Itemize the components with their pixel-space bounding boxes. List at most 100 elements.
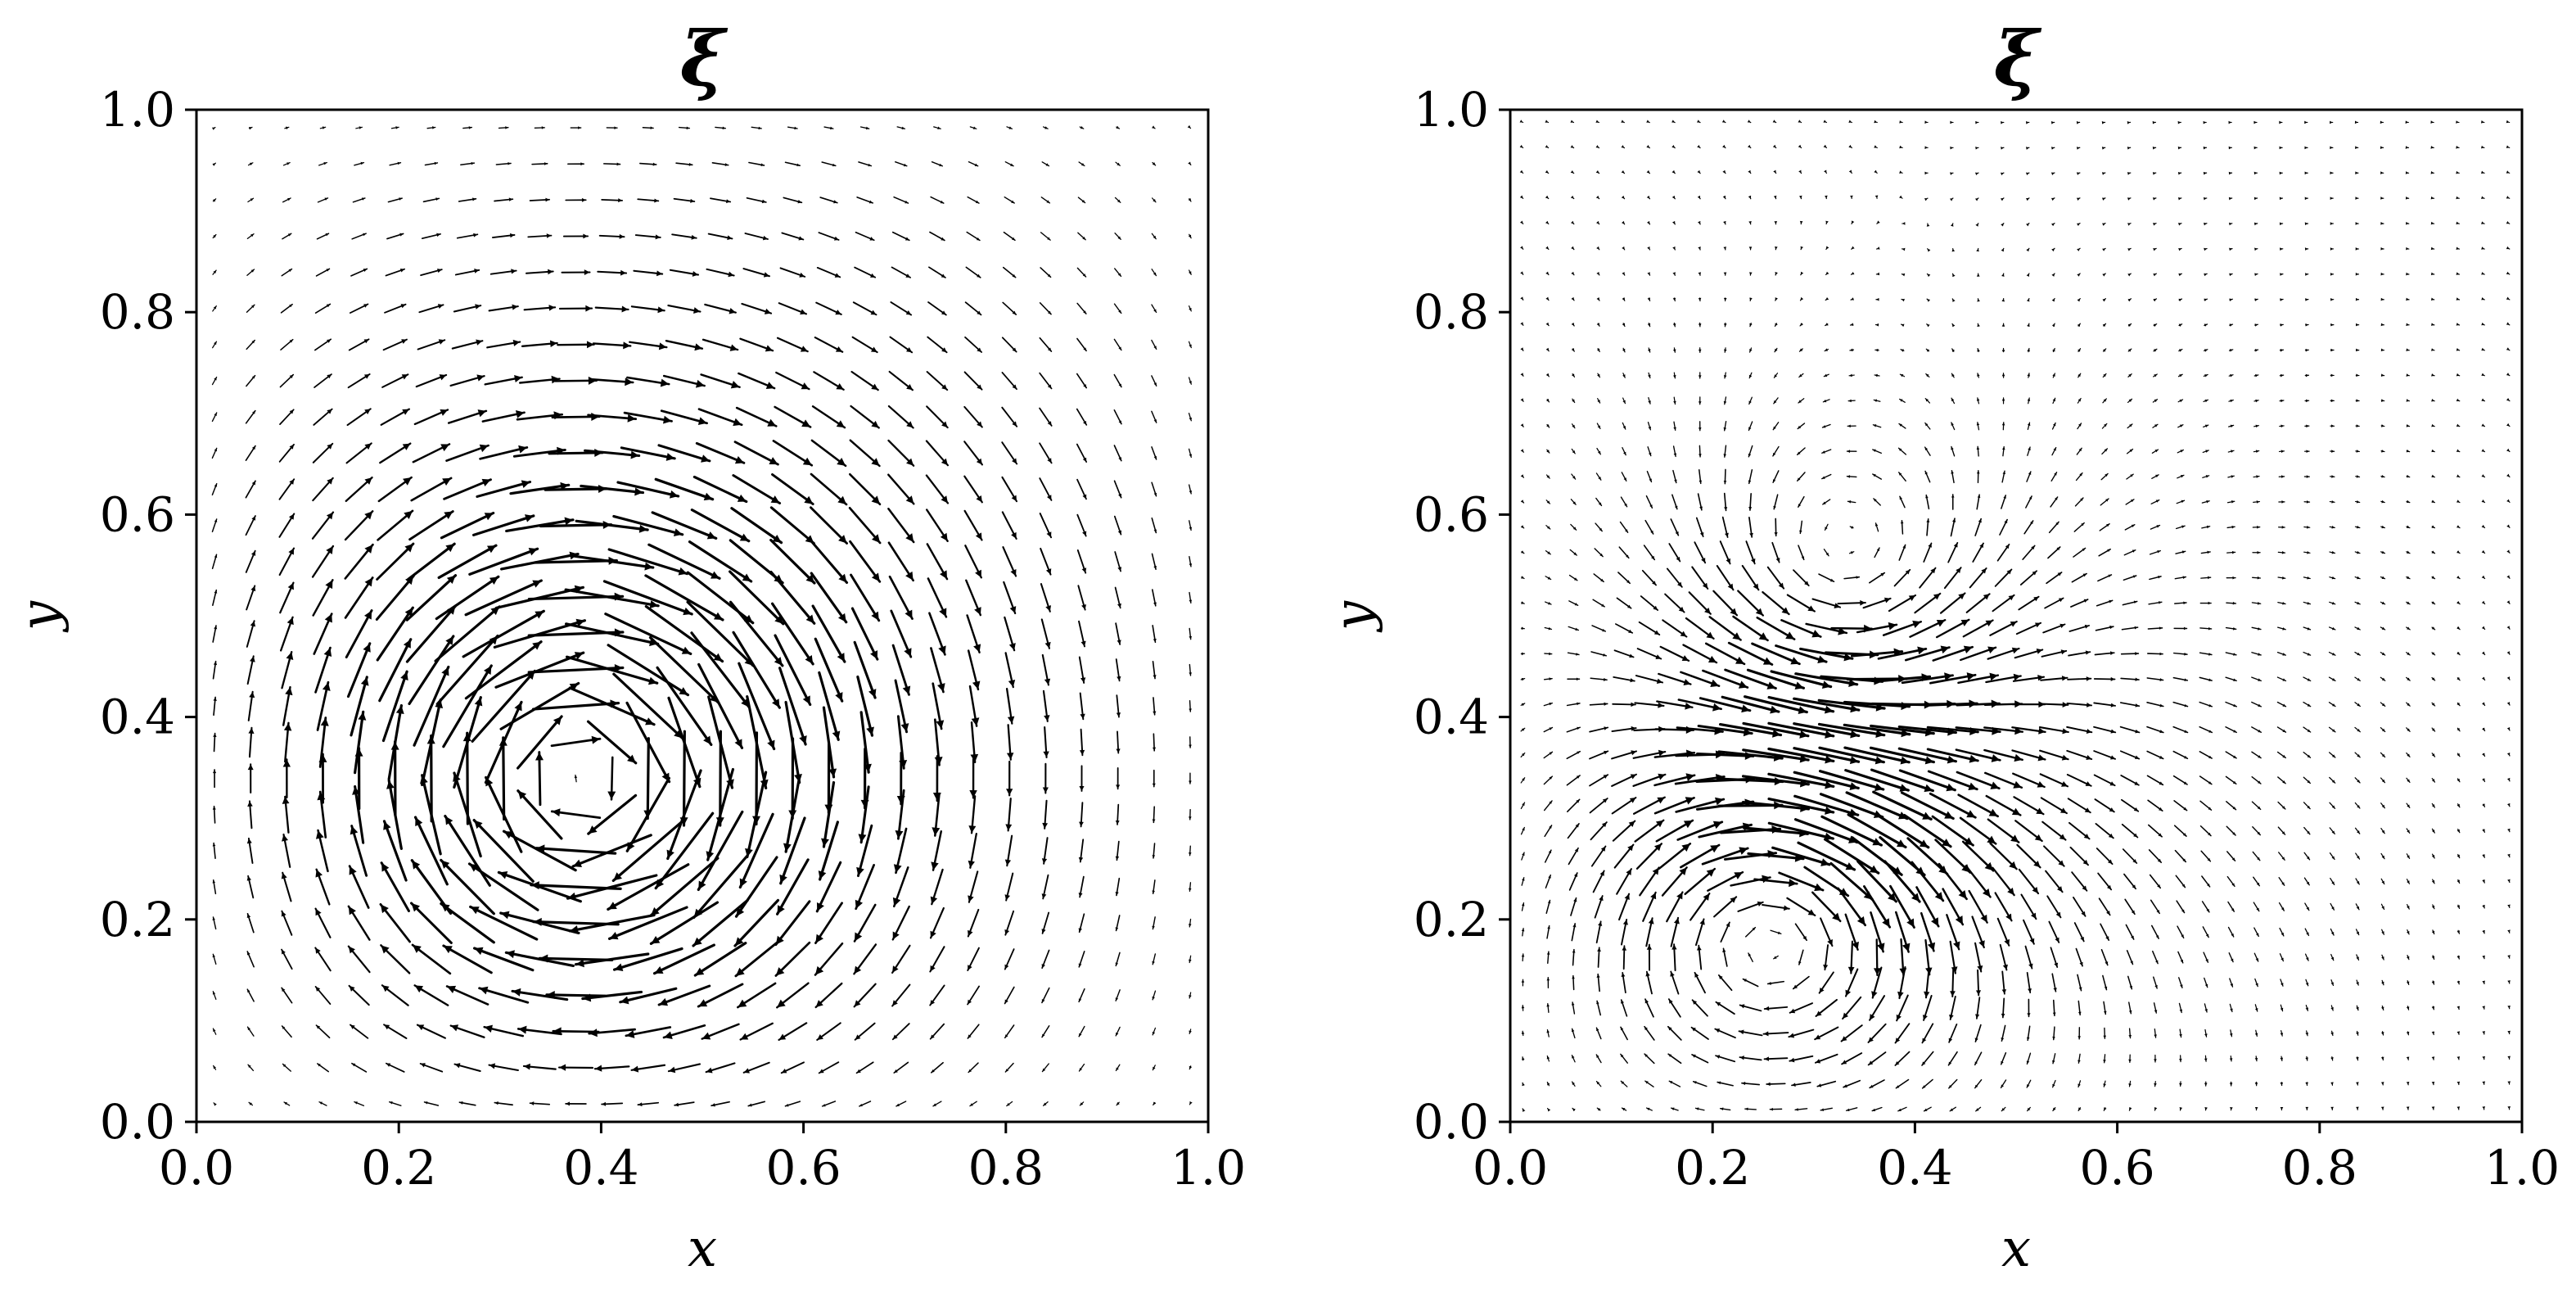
quiver-arrow-head — [1153, 235, 1157, 239]
quiver-arrow-head — [459, 1101, 463, 1105]
quiver-arrow-head — [1898, 448, 1902, 451]
quiver-arrow-head — [1647, 246, 1650, 251]
quiver-arrow — [769, 538, 816, 585]
quiver-arrow-head — [2331, 805, 2335, 809]
quiver-arrow-head — [1748, 507, 1753, 511]
quiver-arrow-head — [1824, 832, 1834, 841]
quiver-arrow-head — [1789, 1057, 1795, 1063]
quiver-arrow-head — [858, 834, 867, 843]
quiver-arrow-head — [319, 1101, 323, 1105]
quiver-arrow-head — [2282, 678, 2286, 681]
quiver-arrow — [467, 862, 539, 911]
quiver-arrow-head — [1520, 550, 1524, 554]
quiver-arrow-head — [2380, 1056, 2384, 1060]
quiver-arrow-head — [2001, 223, 2004, 227]
quiver-arrow-head — [931, 861, 939, 870]
quiver-arrow-head — [2481, 524, 2485, 528]
quiver-arrow-head — [1545, 296, 1550, 301]
quiver-arrow-head — [1602, 628, 1606, 632]
quiver-arrow-head — [1571, 348, 1575, 352]
quiver-arrow-head — [2159, 601, 2162, 604]
quiver-arrow-head — [1650, 892, 1657, 900]
quiver-arrow-head — [508, 197, 513, 201]
quiver-arrow-head — [1874, 399, 1878, 403]
quiver-arrow-head — [326, 269, 330, 272]
quiver-arrow-head — [2330, 982, 2334, 986]
quiver-arrow-head — [2181, 525, 2186, 529]
quiver-arrow-head — [412, 860, 421, 870]
quiver-arrow-head — [1817, 655, 1827, 663]
quiver-arrow-head — [2332, 678, 2336, 681]
quiver-arrow-head — [1977, 495, 1981, 498]
quiver-arrow-head — [977, 310, 981, 315]
quiver-arrow-head — [2356, 348, 2359, 352]
quiver-arrow-head — [2307, 678, 2311, 681]
quiver-arrow — [1900, 791, 1955, 821]
quiver-arrow-head — [2254, 373, 2258, 377]
quiver-arrow-head — [1874, 170, 1878, 174]
quiver-arrow-head — [1764, 1006, 1770, 1011]
quiver-arrow-head — [1723, 323, 1727, 327]
quiver-arrow-head — [1798, 425, 1802, 429]
quiver-arrow-head — [1004, 964, 1009, 970]
quiver-arrow-head — [1546, 475, 1550, 479]
quiver-arrow-head — [1872, 1108, 1876, 1112]
quiver-arrow-head — [1648, 918, 1654, 925]
quiver-arrow-head — [1189, 780, 1192, 784]
quiver-arrow-head — [2506, 398, 2510, 401]
quiver-arrow-head — [1570, 195, 1574, 199]
quiver-arrow — [769, 570, 816, 625]
quiver-arrow-head — [2507, 929, 2511, 934]
quiver-arrow-head — [2083, 834, 2090, 839]
quiver-arrow-head — [2306, 500, 2310, 504]
quiver-arrow-head — [2057, 886, 2063, 893]
quiver-arrow-head — [1081, 604, 1086, 610]
quiver-arrow-head — [2054, 962, 2059, 968]
quiver-arrow-head — [1800, 323, 1803, 327]
quiver-arrow-head — [2229, 1058, 2233, 1061]
quiver-arrow-head — [2380, 297, 2384, 301]
quiver-arrow — [607, 863, 690, 911]
quiver-arrow-head — [1823, 120, 1827, 123]
quiver-arrow-head — [2355, 272, 2359, 276]
panel-title: ξ — [1994, 15, 2042, 103]
quiver-arrow-head — [1722, 948, 1726, 953]
quiver-arrow-head — [2101, 147, 2105, 150]
quiver-arrow-head — [2506, 347, 2510, 350]
quiver-arrow-head — [2052, 1107, 2056, 1111]
quiver-arrow-head — [896, 796, 905, 804]
quiver-arrow-head — [2381, 424, 2384, 427]
quiver-arrow — [1863, 885, 1892, 929]
quiver-arrow-head — [2381, 525, 2385, 529]
quiver-arrow-head — [815, 1000, 823, 1007]
quiver-arrow-head — [779, 874, 787, 884]
quiver-arrow-head — [2229, 298, 2233, 301]
quiver-arrow-head — [213, 697, 217, 701]
quiver-arrow-head — [2208, 755, 2213, 759]
quiver-arrow-head — [2456, 323, 2460, 326]
quiver-arrow-head — [1672, 220, 1676, 224]
quiver-arrow-head — [574, 775, 578, 779]
quiver-arrow-head — [1621, 145, 1625, 148]
quiver-arrow-head — [404, 544, 413, 553]
quiver-arrow-head — [2481, 626, 2485, 630]
quiver-arrow-head — [1843, 1084, 1847, 1088]
quiver-arrow — [1872, 790, 1933, 821]
quiver-arrow-head — [1976, 470, 1980, 474]
quiver-arrow-head — [2253, 171, 2258, 175]
quiver-arrow-head — [317, 1063, 321, 1067]
quiver-arrow-head — [1798, 961, 1802, 965]
quiver-arrow-head — [2507, 1106, 2511, 1110]
quiver-arrow-head — [2107, 859, 2113, 865]
quiver-arrow-head — [1549, 752, 1553, 755]
quiver-arrow-head — [532, 641, 542, 650]
quiver-arrow-head — [383, 821, 391, 830]
quiver-arrow-head — [1926, 323, 1930, 328]
quiver-arrow — [569, 554, 655, 569]
x-tick-label: 0.6 — [765, 1140, 841, 1196]
quiver-arrow-head — [1521, 953, 1525, 957]
quiver-arrow-head — [350, 1024, 355, 1029]
quiver-arrow-head — [2506, 196, 2510, 199]
quiver-arrow-head — [2330, 247, 2334, 251]
quiver-arrow-head — [539, 954, 548, 963]
